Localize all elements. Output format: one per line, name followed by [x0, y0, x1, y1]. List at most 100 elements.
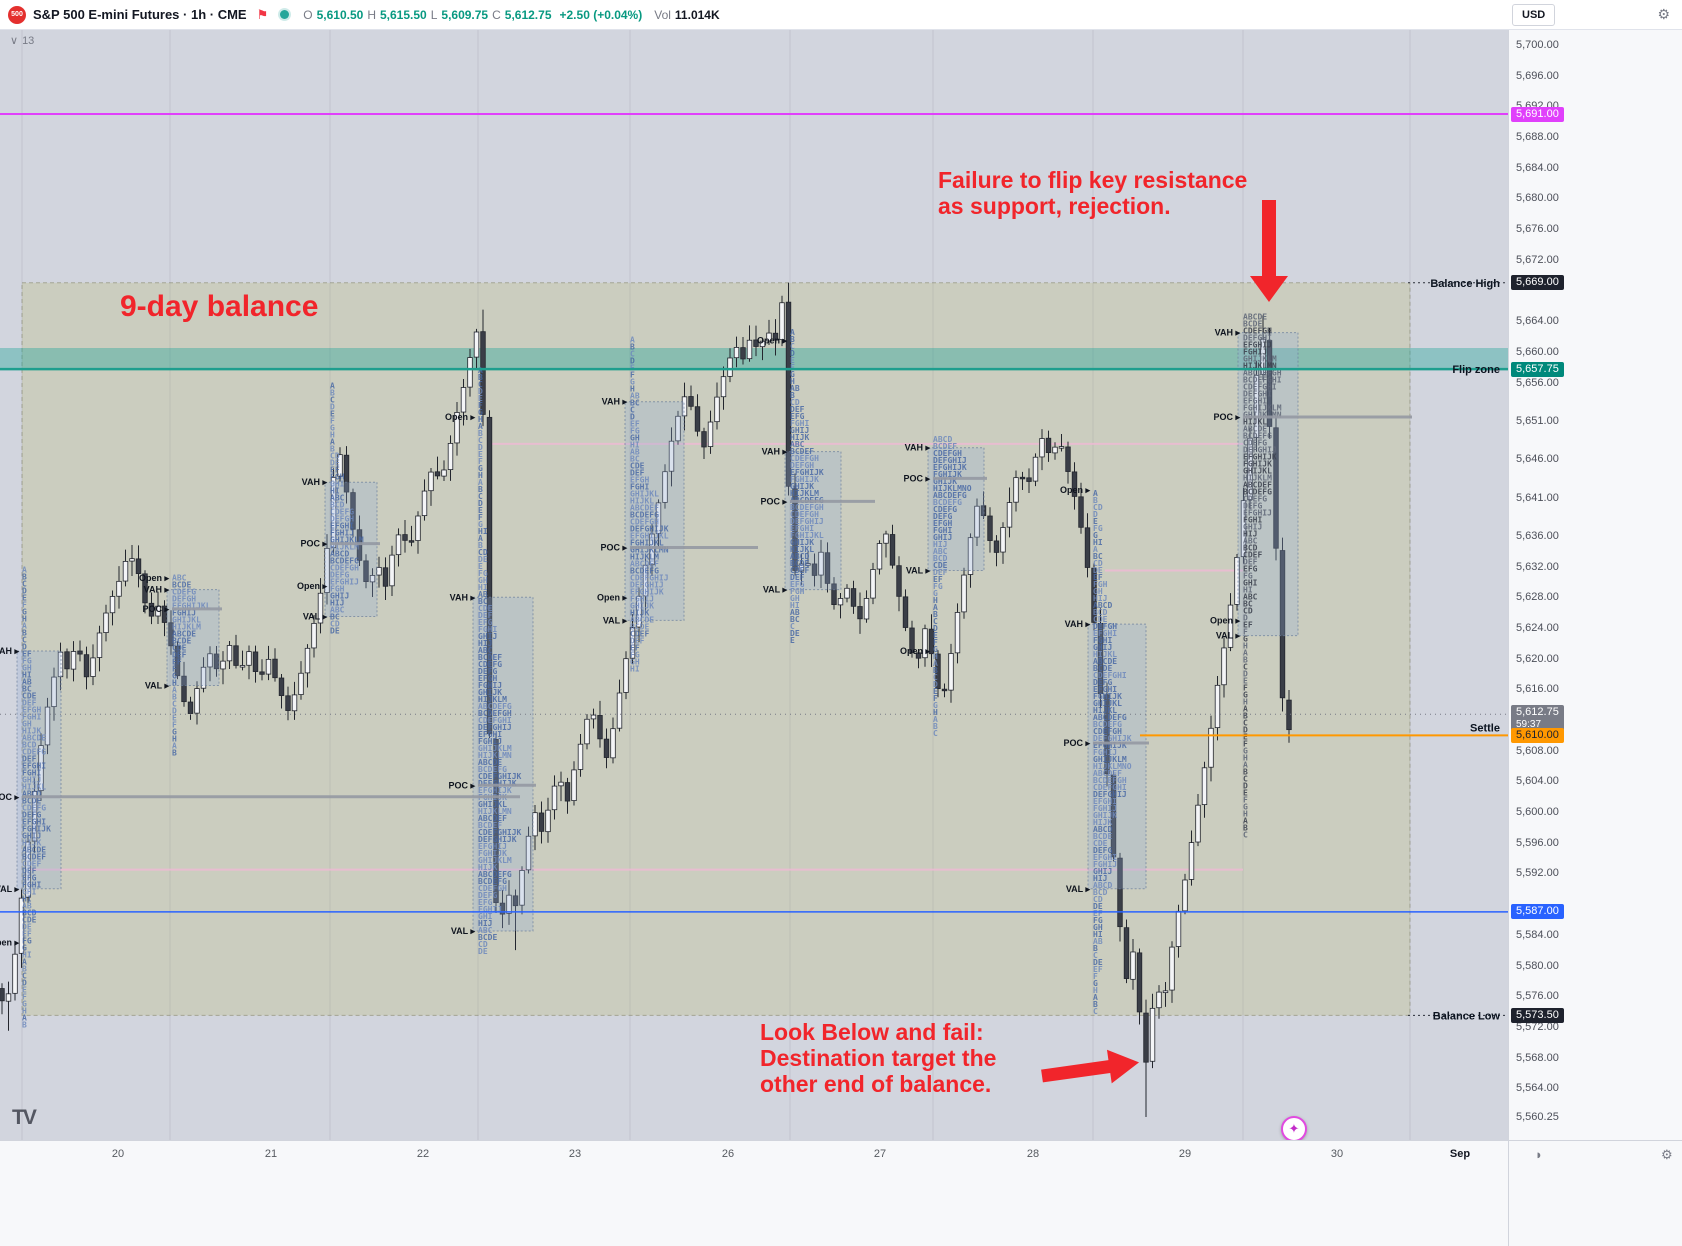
svg-text:GHIJKLM: GHIJKLM — [478, 856, 512, 865]
svg-text:E: E — [478, 562, 483, 571]
svg-text:HIJKL: HIJKL — [790, 545, 814, 554]
rejection-annotation-line1: Failure to flip key resistance — [938, 167, 1248, 193]
svg-text:HIJKLM: HIJKLM — [330, 543, 359, 552]
svg-text:BCDE: BCDE — [478, 933, 497, 942]
svg-text:FGHI: FGHI — [22, 713, 41, 722]
price-level-badge[interactable]: 5,587.00 — [1511, 904, 1564, 920]
svg-text:CDE: CDE — [478, 604, 493, 613]
svg-text:VAL ▸: VAL ▸ — [145, 681, 170, 691]
flip-zone-band[interactable] — [0, 348, 1508, 370]
svg-text:DEFG: DEFG — [478, 667, 497, 676]
svg-text:G: G — [933, 589, 938, 598]
svg-text:FGHIJ: FGHIJ — [1243, 347, 1267, 356]
chart-pane[interactable]: A B C D E F G H A B C D EF FG GH HI AB BC CDE DEF EFGH FGHI GH… — [0, 30, 1508, 1140]
price-tick: 5,584.00 — [1516, 928, 1559, 941]
svg-text:AB: AB — [630, 391, 640, 400]
svg-text:VAH ▸: VAH ▸ — [0, 646, 19, 656]
look-below-annotation[interactable]: Look Below and fail: Destination target … — [760, 1019, 996, 1097]
levels-layer[interactable] — [0, 113, 1508, 1016]
svg-text:FG: FG — [630, 650, 640, 659]
market-status-icon[interactable] — [280, 10, 290, 19]
look-below-arrow[interactable] — [1040, 1046, 1142, 1093]
svg-text:HIJK: HIJK — [790, 433, 809, 442]
open-value: 5,610.50 — [316, 7, 364, 22]
svg-text:EFGHI: EFGHI — [1093, 629, 1117, 638]
svg-text:C: C — [1243, 774, 1248, 783]
settings-gear-icon[interactable]: ⚙ — [1657, 6, 1670, 22]
svg-text:H: H — [933, 652, 938, 661]
svg-text:A: A — [22, 622, 27, 631]
price-level-badge[interactable]: 5,612.75 59:37 — [1511, 705, 1564, 733]
level-label: Flip zone — [1452, 364, 1500, 376]
tradingview-logo[interactable]: TV — [12, 1106, 37, 1129]
svg-text:CD: CD — [478, 940, 488, 949]
price-level-badge[interactable]: 5,573.50 — [1511, 1007, 1564, 1023]
time-axis[interactable]: 20 21 22 23 26 27 28 29 30 Sep — [0, 1140, 1508, 1246]
price-tick: 5,688.00 — [1516, 131, 1559, 144]
svg-text:ABCDEF: ABCDEF — [478, 814, 507, 823]
drawings-count-value: 13 — [22, 34, 35, 47]
candles-layer[interactable] — [0, 282, 1292, 1118]
svg-text:GHI: GHI — [330, 480, 345, 489]
svg-text:F: F — [330, 417, 335, 426]
svg-text:HIJKL: HIJKL — [22, 783, 46, 792]
svg-text:BCD: BCD — [1093, 888, 1108, 897]
svg-text:CD: CD — [1093, 895, 1103, 904]
currency-toggle-button[interactable]: USD — [1512, 4, 1556, 26]
svg-text:BCD: BCD — [1243, 543, 1258, 552]
svg-text:B: B — [22, 629, 27, 638]
svg-text:GHIJK: GHIJK — [630, 601, 654, 610]
svg-text:FGH: FGH — [790, 587, 805, 596]
time-tick: 21 — [264, 1148, 278, 1160]
svg-text:FGHIJK: FGHIJK — [478, 849, 507, 858]
svg-text:CDEFG: CDEFG — [22, 804, 46, 813]
price-tick: 5,664.00 — [1516, 315, 1559, 328]
gear-icon[interactable]: ⚙ — [1661, 1147, 1673, 1162]
svg-text:FGHI: FGHI — [790, 419, 809, 428]
svg-text:EFGHIJ: EFGHIJ — [330, 578, 359, 587]
time-tick: 29 — [1178, 1148, 1192, 1160]
drawings-count[interactable]: ∨ 13 — [10, 34, 35, 48]
svg-text:C: C — [22, 636, 27, 645]
svg-text:ABC: ABC — [330, 494, 345, 503]
ai-sparkle-button[interactable]: ✦ — [1281, 1116, 1307, 1140]
chart-canvas[interactable]: ABCDEFGHABCDEFFGGHHIABBCCDEDEFEFGHFGHIGH… — [0, 30, 1508, 1140]
svg-text:GH: GH — [22, 720, 32, 729]
symbol-title[interactable]: S&P 500 E-mini Futures · 1h · CME — [33, 7, 247, 22]
svg-text:D: D — [1243, 669, 1248, 678]
svg-text:F: F — [630, 370, 635, 379]
svg-text:Open ▸: Open ▸ — [757, 335, 788, 345]
price-tick: 5,696.00 — [1516, 69, 1559, 82]
ohlc-readout: O 5,610.50 H 5,615.50 L 5,609.75 C 5,612… — [303, 8, 642, 22]
price-tick: 5,651.00 — [1516, 414, 1559, 427]
svg-text:CDE: CDE — [630, 461, 645, 470]
price-level-badge[interactable]: 5,669.00 — [1511, 275, 1564, 291]
rejection-arrow[interactable] — [1250, 200, 1288, 302]
price-axis[interactable]: 5,700.005,696.005,692.005,688.005,684.00… — [1508, 30, 1682, 1140]
svg-text:EFGHI: EFGHI — [1243, 396, 1267, 405]
svg-text:ABCD: ABCD — [1093, 825, 1112, 834]
clock-icon[interactable]: ◗ — [1535, 1147, 1543, 1162]
symbol-logo-icon[interactable]: 500 — [8, 5, 26, 24]
svg-text:D: D — [630, 412, 635, 421]
svg-text:BCDEF: BCDEF — [478, 653, 502, 662]
svg-text:F: F — [172, 720, 177, 729]
value-area-layer — [16, 332, 1299, 932]
svg-text:D: D — [933, 680, 938, 689]
rejection-annotation[interactable]: Failure to flip key resistance as suppor… — [938, 167, 1248, 220]
svg-text:CDEFGH: CDEFGH — [1093, 727, 1122, 736]
annotation-arrows-layer[interactable] — [1040, 200, 1288, 1093]
svg-text:EFG: EFG — [790, 412, 805, 421]
low-label: L — [430, 7, 438, 22]
price-level-badge[interactable]: 5,691.00 — [1511, 106, 1564, 122]
flag-icon[interactable]: ⚑ — [256, 6, 269, 22]
svg-text:GH: GH — [22, 664, 32, 673]
svg-text:FGHI: FGHI — [630, 482, 649, 491]
balance-annotation[interactable]: 9-day balance — [120, 290, 319, 323]
price-level-badge[interactable]: 5,657.75 — [1511, 361, 1564, 377]
svg-text:GHI: GHI — [22, 888, 37, 897]
svg-text:E: E — [330, 410, 335, 419]
price-level-badge[interactable]: 5,610.00 — [1511, 727, 1564, 743]
svg-text:ABCD: ABCD — [790, 552, 809, 561]
svg-text:ABCDE: ABCDE — [22, 846, 46, 855]
